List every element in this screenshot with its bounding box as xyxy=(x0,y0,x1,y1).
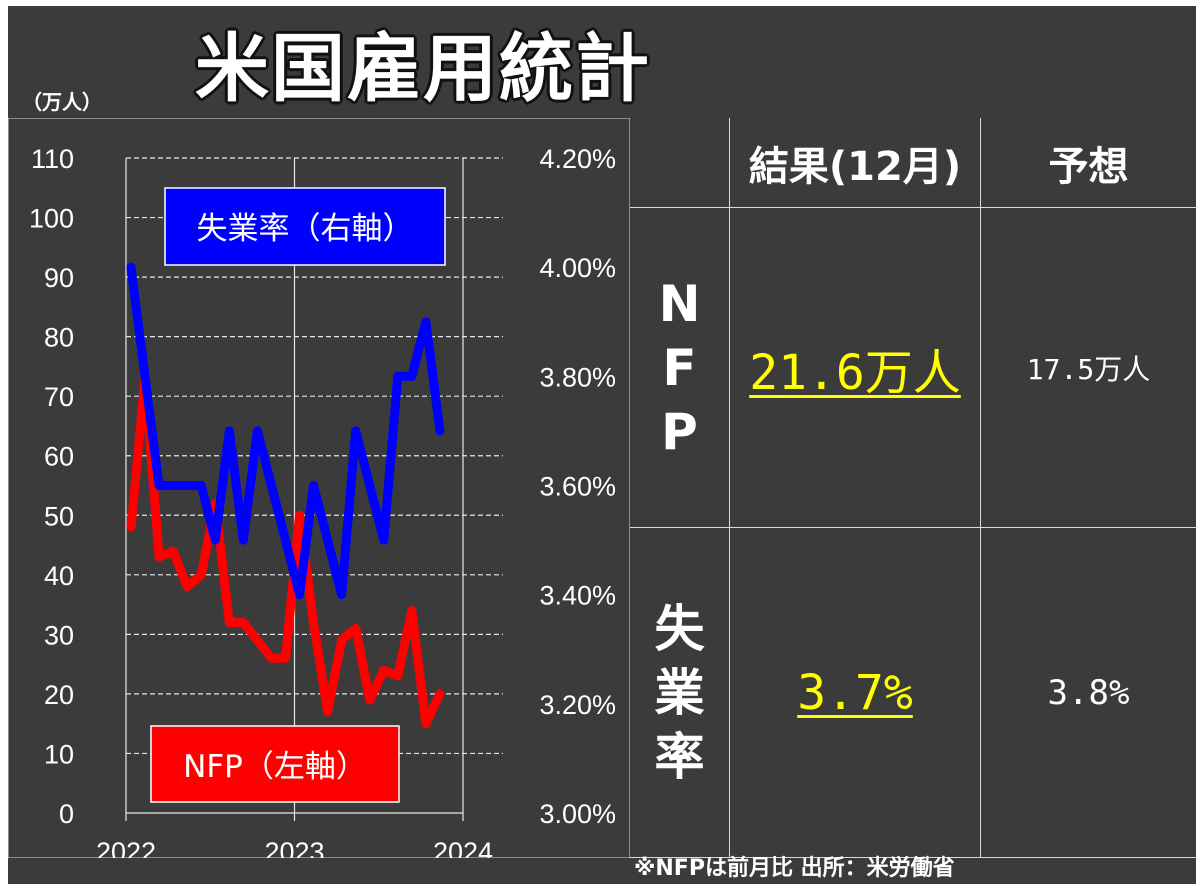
legend-unemployment-label: 失業率（右軸） xyxy=(197,211,414,247)
left-tick-label: 70 xyxy=(44,382,74,412)
infographic: 米国雇用統計 （万人） 0 10 20 30 40 50 60 70 80 90 100 110 3.0… xyxy=(8,6,1196,884)
x-tick-label: 2024 xyxy=(433,837,493,858)
source-footnote: ※NFPは前月比 出所：米労働省 xyxy=(634,856,955,881)
header-forecast: 予想 xyxy=(981,118,1196,208)
right-tick-label: 3.80% xyxy=(539,362,616,392)
table-corner xyxy=(630,118,730,208)
left-tick-label: 60 xyxy=(44,442,74,472)
unemployment-forecast: 3.8% xyxy=(981,528,1196,858)
page-title: 米国雇用統計 xyxy=(195,26,651,112)
legend-nfp-label: NFP（左軸） xyxy=(183,749,367,785)
left-axis-unit: （万人） xyxy=(22,90,102,114)
left-tick-label: 30 xyxy=(44,620,74,650)
left-tick-label: 80 xyxy=(44,323,74,353)
unemployment-result: 3.7% xyxy=(730,528,981,858)
left-tick-label: 0 xyxy=(59,799,74,829)
legend-unemployment-box xyxy=(164,187,446,266)
unemployment-series-line xyxy=(126,262,445,600)
left-tick-label: 50 xyxy=(44,501,74,531)
left-tick-label: 40 xyxy=(44,561,74,591)
legend-nfp-box xyxy=(150,725,400,803)
left-tick-label: 10 xyxy=(44,739,74,769)
right-tick-label: 3.20% xyxy=(539,690,616,720)
nfp-forecast: 17.5万人 xyxy=(981,208,1196,528)
left-tick-label: 90 xyxy=(44,263,74,293)
right-tick-label: 3.60% xyxy=(539,472,616,502)
x-tick-label: 2023 xyxy=(264,837,324,858)
header-result: 結果(12月) xyxy=(730,118,981,208)
nfp-series-line xyxy=(126,373,445,729)
employment-chart: 0 10 20 30 40 50 60 70 80 90 100 110 3.00% 3.20% 3.40%… xyxy=(8,118,630,858)
row-label-unemployment-text: 失業率 xyxy=(654,599,705,786)
right-tick-label: 3.00% xyxy=(539,799,616,829)
x-tick-label: 2022 xyxy=(96,837,156,858)
right-tick-label: 3.40% xyxy=(539,581,616,611)
nfp-result: 21.6万人 xyxy=(730,208,981,528)
right-tick-label: 4.00% xyxy=(539,253,616,283)
right-tick-label: 4.20% xyxy=(539,144,616,174)
left-tick-label: 100 xyxy=(29,204,74,234)
row-label-unemployment: 失業率 xyxy=(630,528,730,858)
left-tick-label: 110 xyxy=(31,144,74,174)
left-tick-label: 20 xyxy=(44,680,74,710)
